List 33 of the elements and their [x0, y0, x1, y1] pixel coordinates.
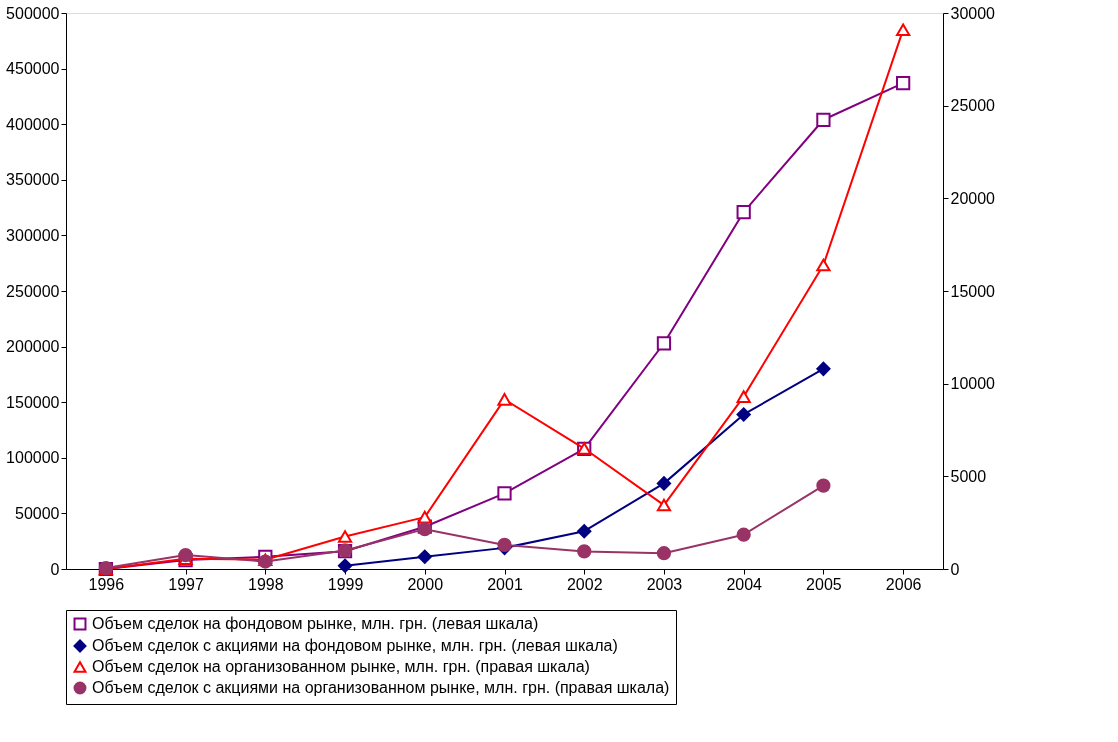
- y2-tick-label: 5000: [950, 467, 987, 485]
- x-tick-label: 1997: [168, 575, 204, 593]
- y-tick-label: 0: [50, 560, 60, 578]
- y2-tick-label: 30000: [950, 4, 996, 22]
- y-tick-label: 300000: [6, 226, 60, 244]
- x-tick-label: 2002: [566, 575, 603, 593]
- legend-label: Объем сделок с акциями на фондовом рынке, млн. грн. (левая шкала): [92, 637, 618, 654]
- legend-label: Объем сделок на организованном рынке, млн. грн. (правая шкала): [92, 658, 590, 675]
- x-tick-label: 1996: [88, 575, 125, 593]
- x-tick-label: 2006: [885, 575, 922, 593]
- y-tick-label: 100000: [6, 449, 60, 467]
- x-tick-label: 2000: [407, 575, 444, 593]
- y-tick-label: 150000: [6, 393, 60, 411]
- y-tick-label: 400000: [6, 115, 60, 133]
- x-tick-label: 2001: [487, 575, 523, 593]
- y-tick-label: 350000: [6, 171, 60, 189]
- x-tick-label: 2004: [726, 575, 763, 593]
- y-tick-label: 50000: [15, 504, 60, 522]
- x-tick-label: 1999: [327, 575, 364, 593]
- y-tick-label: 450000: [6, 60, 60, 78]
- y-tick-label: 500000: [6, 4, 60, 22]
- y2-tick-label: 10000: [950, 375, 996, 393]
- y-tick-label: 250000: [6, 282, 60, 300]
- y2-tick-label: 15000: [950, 282, 996, 300]
- legend-label: Объем сделок на фондовом рынке, млн. грн. (левая шкала): [92, 615, 539, 632]
- x-tick-label: 1998: [248, 575, 284, 593]
- legend-label: Объем сделок с акциями на организованном рынке, млн. грн. (правая шкала): [92, 679, 670, 696]
- x-tick-label: 2003: [646, 575, 683, 593]
- y-tick-label: 200000: [6, 338, 60, 356]
- x-tick-label: 2005: [806, 575, 842, 593]
- y2-tick-label: 20000: [950, 189, 996, 207]
- y2-tick-label: 25000: [950, 97, 996, 115]
- y2-tick-label: 0: [950, 560, 960, 578]
